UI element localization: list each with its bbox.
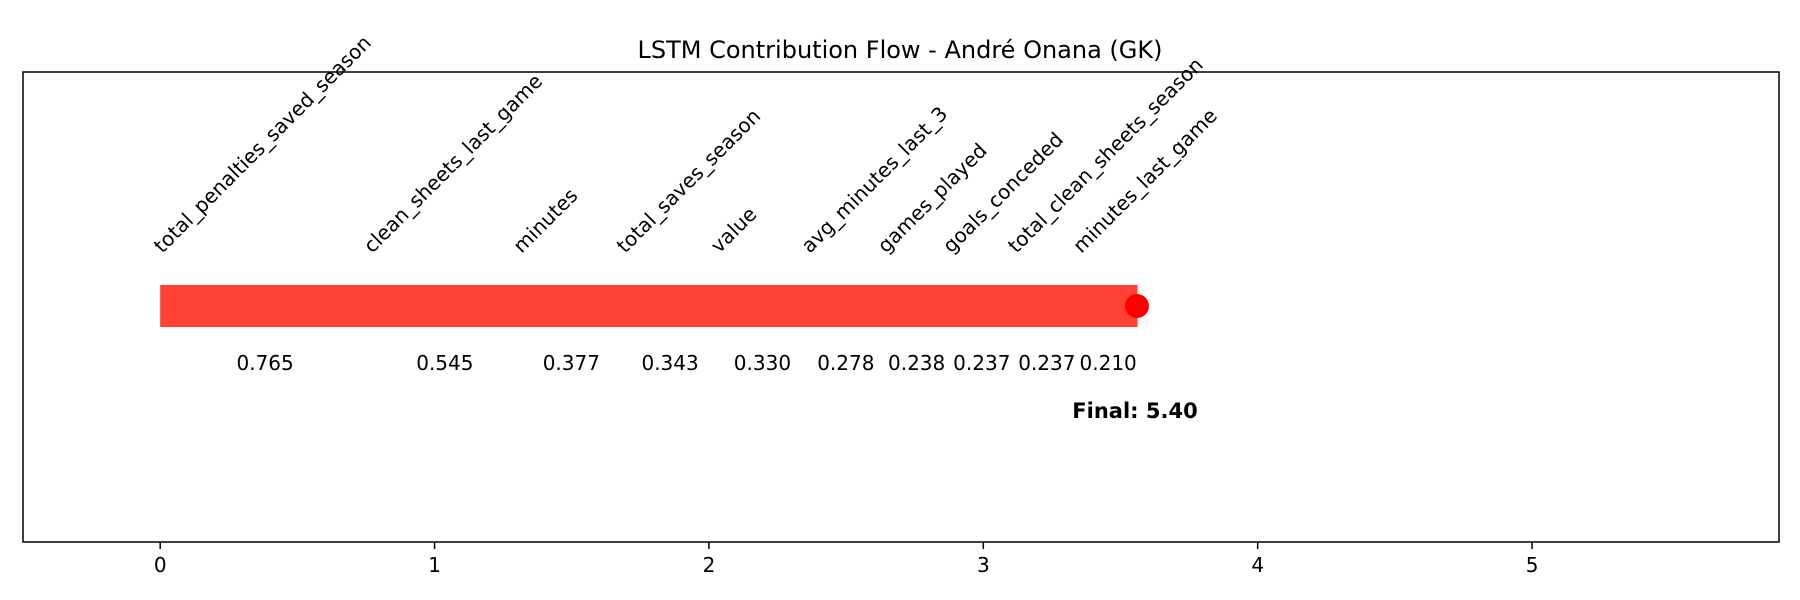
contribution-bar-segment — [370, 285, 521, 327]
x-axis-ticks: 0 1 2 3 4 5 — [154, 542, 1539, 577]
plot-area-frame — [22, 71, 1780, 543]
segment-value-label: 0.278 — [817, 351, 874, 375]
segment-value-label: 0.238 — [888, 351, 945, 375]
segment-value-label: 0.765 — [237, 351, 294, 375]
contribution-bar-segment — [160, 285, 371, 327]
contribution-bar-segment — [519, 285, 624, 327]
contribution-bar-segment — [717, 285, 809, 327]
segment-value-label: 0.343 — [641, 351, 698, 375]
feature-label: total_penalties_saved_season — [149, 30, 376, 257]
contribution-bar-segment — [1014, 285, 1080, 327]
segment-value-label: 0.237 — [953, 351, 1010, 375]
x-tick-label: 4 — [1251, 553, 1264, 577]
value-label-group: 0.765 0.545 0.377 0.343 0.330 0.278 0.238 0.237… — [237, 351, 1137, 375]
segment-value-label: 0.377 — [543, 351, 600, 375]
x-tick-label: 5 — [1526, 553, 1539, 577]
feature-label: minutes — [508, 183, 582, 257]
contribution-bar-segment — [807, 285, 885, 327]
final-score-label: Final: 5.40 — [1072, 399, 1197, 423]
x-tick-label: 3 — [977, 553, 990, 577]
contribution-bar-segment — [883, 285, 950, 327]
contribution-bar-segment — [949, 285, 1015, 327]
x-tick-label: 0 — [154, 553, 167, 577]
segment-value-label: 0.330 — [734, 351, 791, 375]
segment-value-label: 0.545 — [416, 351, 473, 375]
chart-title: LSTM Contribution Flow - André Onana (GK… — [638, 36, 1163, 64]
segment-value-label: 0.210 — [1080, 351, 1137, 375]
contribution-bar-segment — [623, 285, 718, 327]
feature-label-group: total_penalties_saved_seasonclean_sheets… — [149, 30, 1222, 257]
feature-label: avg_minutes_last_3 — [796, 102, 952, 258]
segment-value-label: 0.237 — [1018, 351, 1075, 375]
feature-label: value — [706, 202, 762, 258]
contribution-bar-group — [160, 285, 1149, 327]
x-tick-label: 2 — [703, 553, 716, 577]
feature-label: goals_conceded — [938, 127, 1068, 257]
x-tick-label: 1 — [428, 553, 441, 577]
end-point-marker — [1124, 294, 1149, 318]
